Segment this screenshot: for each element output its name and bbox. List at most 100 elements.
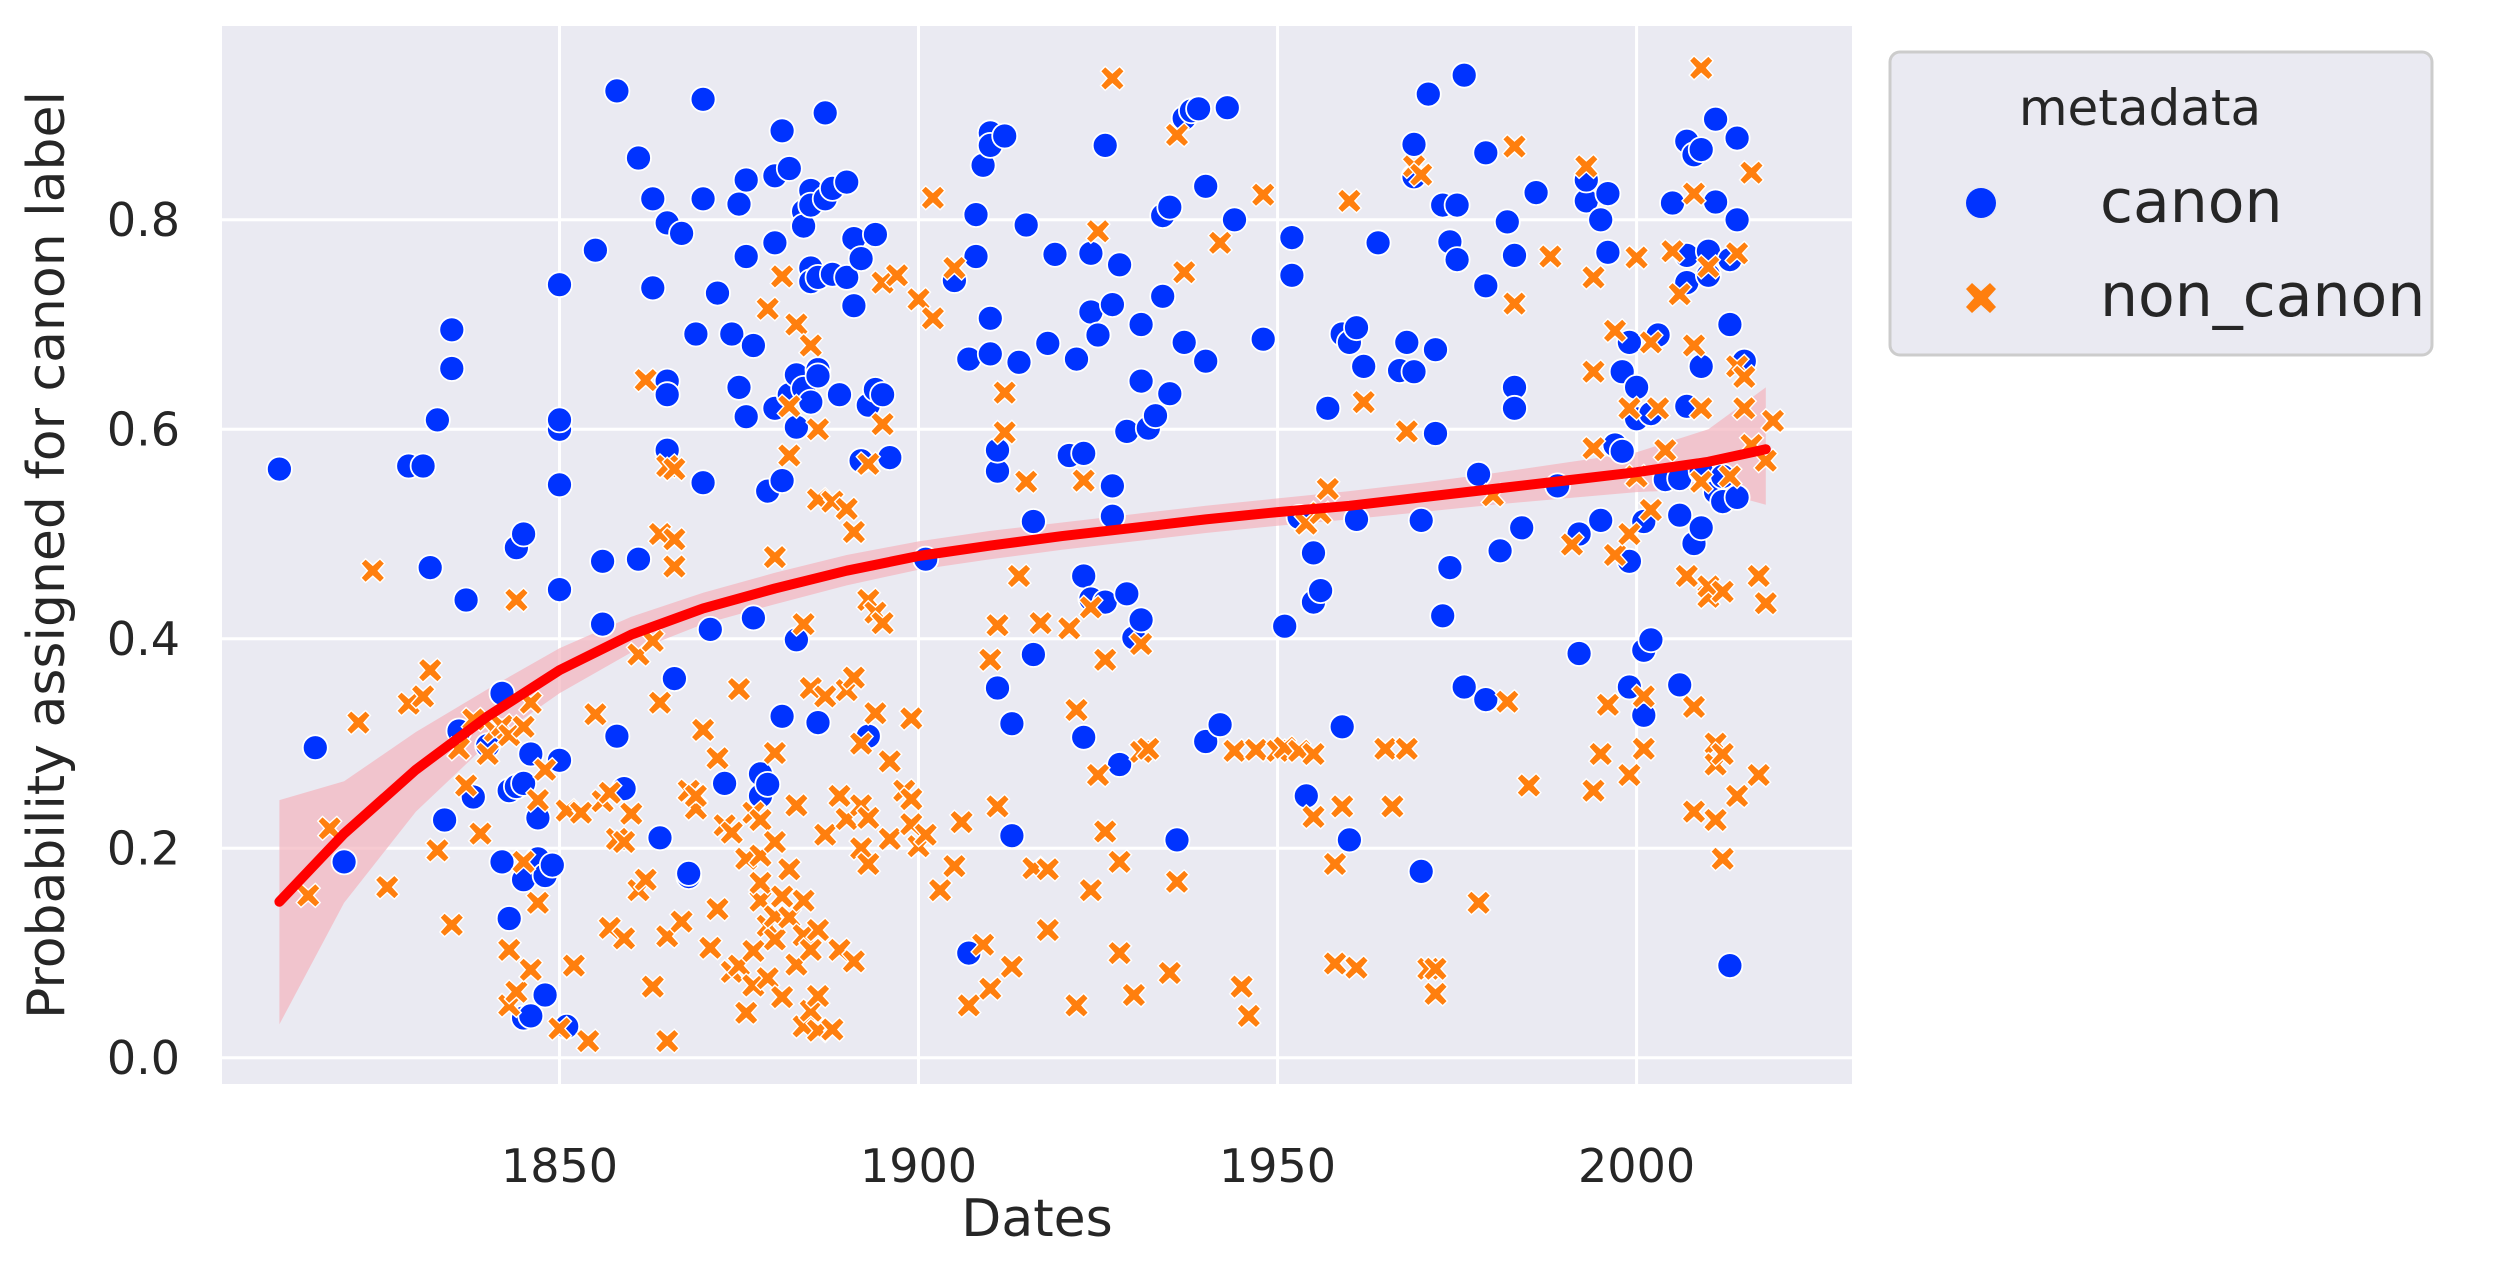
non-canon-point <box>1300 741 1327 767</box>
non-canon-point <box>797 936 824 963</box>
non-canon-point <box>790 611 817 638</box>
x-tick-label: 2000 <box>1578 1139 1695 1193</box>
canon-point <box>546 576 573 603</box>
non-canon-point <box>438 911 465 938</box>
canon-point <box>1443 246 1471 274</box>
canon-point <box>639 185 667 213</box>
canon-point <box>1666 671 1694 699</box>
non-canon-point <box>769 263 796 290</box>
canon-point <box>768 702 796 730</box>
canon-point <box>732 243 760 270</box>
canon-point <box>1565 640 1593 667</box>
non-canon-point <box>704 745 731 772</box>
legend-box <box>1888 50 2434 357</box>
canon-point <box>1127 367 1155 395</box>
canon-point <box>1020 508 1047 535</box>
canon-point <box>546 471 573 499</box>
non-canon-point <box>826 782 853 809</box>
canon-point <box>1702 188 1729 216</box>
non-canon-point <box>984 612 1011 639</box>
canon-point <box>1343 314 1370 342</box>
non-canon-point <box>1616 762 1643 788</box>
non-canon-point <box>1731 363 1758 390</box>
canon-point <box>862 221 889 248</box>
non-canon-point <box>927 877 954 904</box>
canon-point <box>1278 224 1306 252</box>
canon-point <box>1278 261 1306 289</box>
non-canon-point <box>704 896 731 923</box>
canon-point <box>589 610 616 638</box>
non-canon-point <box>1350 389 1377 416</box>
canon-point <box>847 245 875 273</box>
canon-point <box>603 722 631 750</box>
non-canon-point <box>517 956 544 983</box>
canon-point <box>675 860 703 887</box>
canon-point <box>538 851 566 879</box>
canon-point <box>833 168 861 196</box>
non-canon-point <box>503 587 530 613</box>
non-canon-point <box>453 772 480 799</box>
non-canon-point <box>805 416 831 443</box>
non-canon-point <box>1128 631 1155 657</box>
non-canon-point <box>503 978 530 1005</box>
non-canon-points <box>295 54 1786 1055</box>
legend: metadata canon non_canon <box>1888 50 2434 357</box>
non-canon-point <box>769 984 796 1011</box>
x-tick-label: 1900 <box>860 1139 977 1193</box>
canon-point <box>1206 711 1234 739</box>
canon-point <box>1486 537 1514 565</box>
canon-point <box>1106 751 1133 778</box>
canon-point <box>689 85 717 113</box>
legend-non-canon-label: non_canon <box>2100 261 2425 331</box>
x-tick-label: 1950 <box>1219 1139 1336 1193</box>
y-tick-label: 0.2 <box>107 821 180 875</box>
non-canon-point <box>754 295 781 322</box>
non-canon-point <box>1092 818 1119 845</box>
non-canon-point <box>840 519 867 545</box>
non-canon-point <box>582 701 609 728</box>
canon-point <box>725 190 753 218</box>
canon-point <box>531 981 559 1009</box>
canon-point <box>301 734 329 762</box>
canon-point <box>1221 206 1248 234</box>
canon-point <box>1587 206 1615 234</box>
canon-point <box>1450 61 1478 89</box>
canon-point <box>1659 189 1686 217</box>
non-canon-point <box>912 821 939 848</box>
non-canon-point <box>524 787 551 814</box>
canon-point <box>603 77 631 105</box>
non-canon-point <box>805 983 831 1009</box>
non-canon-point <box>546 1015 573 1042</box>
non-canon-point <box>1027 610 1054 637</box>
non-canon-point <box>661 526 688 553</box>
non-canon-point <box>855 804 882 831</box>
non-canon-point <box>1637 497 1664 523</box>
non-canon-point <box>1645 395 1672 422</box>
canon-point <box>1012 211 1040 239</box>
canon-point <box>984 674 1011 702</box>
canon-point <box>452 586 480 614</box>
y-tick-label: 0.6 <box>107 402 180 456</box>
canon-point <box>740 604 767 632</box>
non-canon-point <box>869 411 896 438</box>
canon-point <box>1400 358 1428 386</box>
canon-point <box>653 381 681 409</box>
non-canon-point <box>761 926 788 953</box>
non-canon-point <box>1408 161 1435 188</box>
non-canon-point <box>1709 578 1736 605</box>
canon-point <box>1407 507 1435 534</box>
canon-point <box>1077 239 1105 267</box>
non-canon-point <box>1228 973 1255 1000</box>
canon-point <box>1407 858 1435 885</box>
non-canon-point <box>1063 992 1090 1019</box>
canon-point <box>1508 514 1536 542</box>
non-canon-point <box>1085 218 1111 245</box>
non-canon-point <box>733 999 760 1026</box>
canon-point <box>625 144 652 172</box>
non-canon-point <box>819 1016 846 1043</box>
non-canon-point <box>1501 290 1528 317</box>
non-canon-point <box>1688 54 1715 81</box>
canon-point <box>589 547 616 575</box>
non-canon-point <box>1034 856 1061 883</box>
canon-point <box>768 467 796 495</box>
